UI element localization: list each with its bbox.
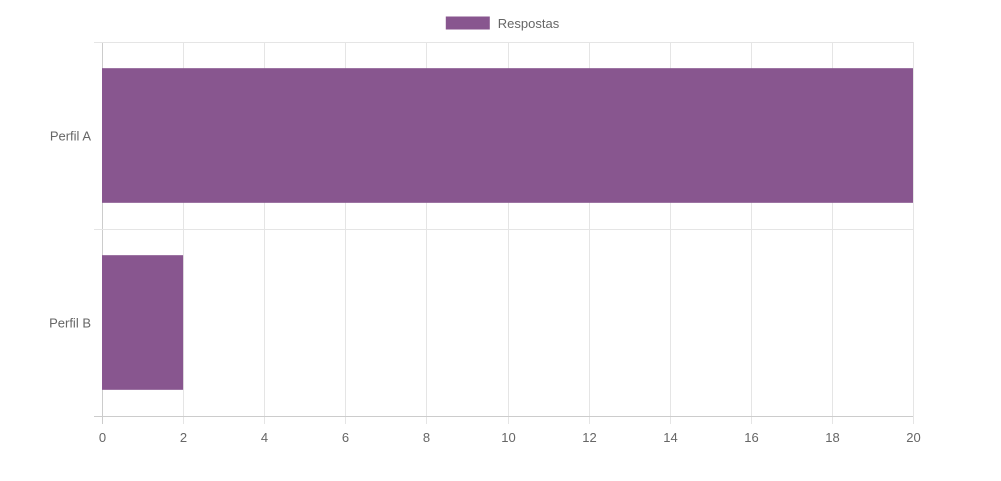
x-tick-label: 20 <box>906 430 920 445</box>
x-axis-labels: 0 2 4 6 8 10 12 14 16 18 20 <box>99 430 921 445</box>
x-tick-label: 8 <box>423 430 430 445</box>
x-tick-label: 14 <box>663 430 677 445</box>
x-tick-label: 6 <box>342 430 349 445</box>
legend[interactable]: Respostas <box>445 16 560 31</box>
y-axis-labels: Perfil A Perfil B <box>49 129 91 331</box>
x-tick-label: 0 <box>99 430 106 445</box>
x-tick-label: 12 <box>582 430 596 445</box>
x-tick-label: 2 <box>180 430 187 445</box>
x-tick-label: 10 <box>501 430 515 445</box>
legend-label: Respostas <box>498 16 560 31</box>
legend-swatch <box>445 16 490 30</box>
x-tick-label: 16 <box>744 430 758 445</box>
y-tick-label: Perfil B <box>49 316 91 331</box>
x-tick-label: 18 <box>825 430 839 445</box>
bar-perfil-a[interactable] <box>102 68 913 203</box>
y-tick-label: Perfil A <box>50 129 92 144</box>
bar-perfil-b[interactable] <box>102 255 184 390</box>
bars-group <box>102 68 913 390</box>
x-tick-label: 4 <box>261 430 268 445</box>
